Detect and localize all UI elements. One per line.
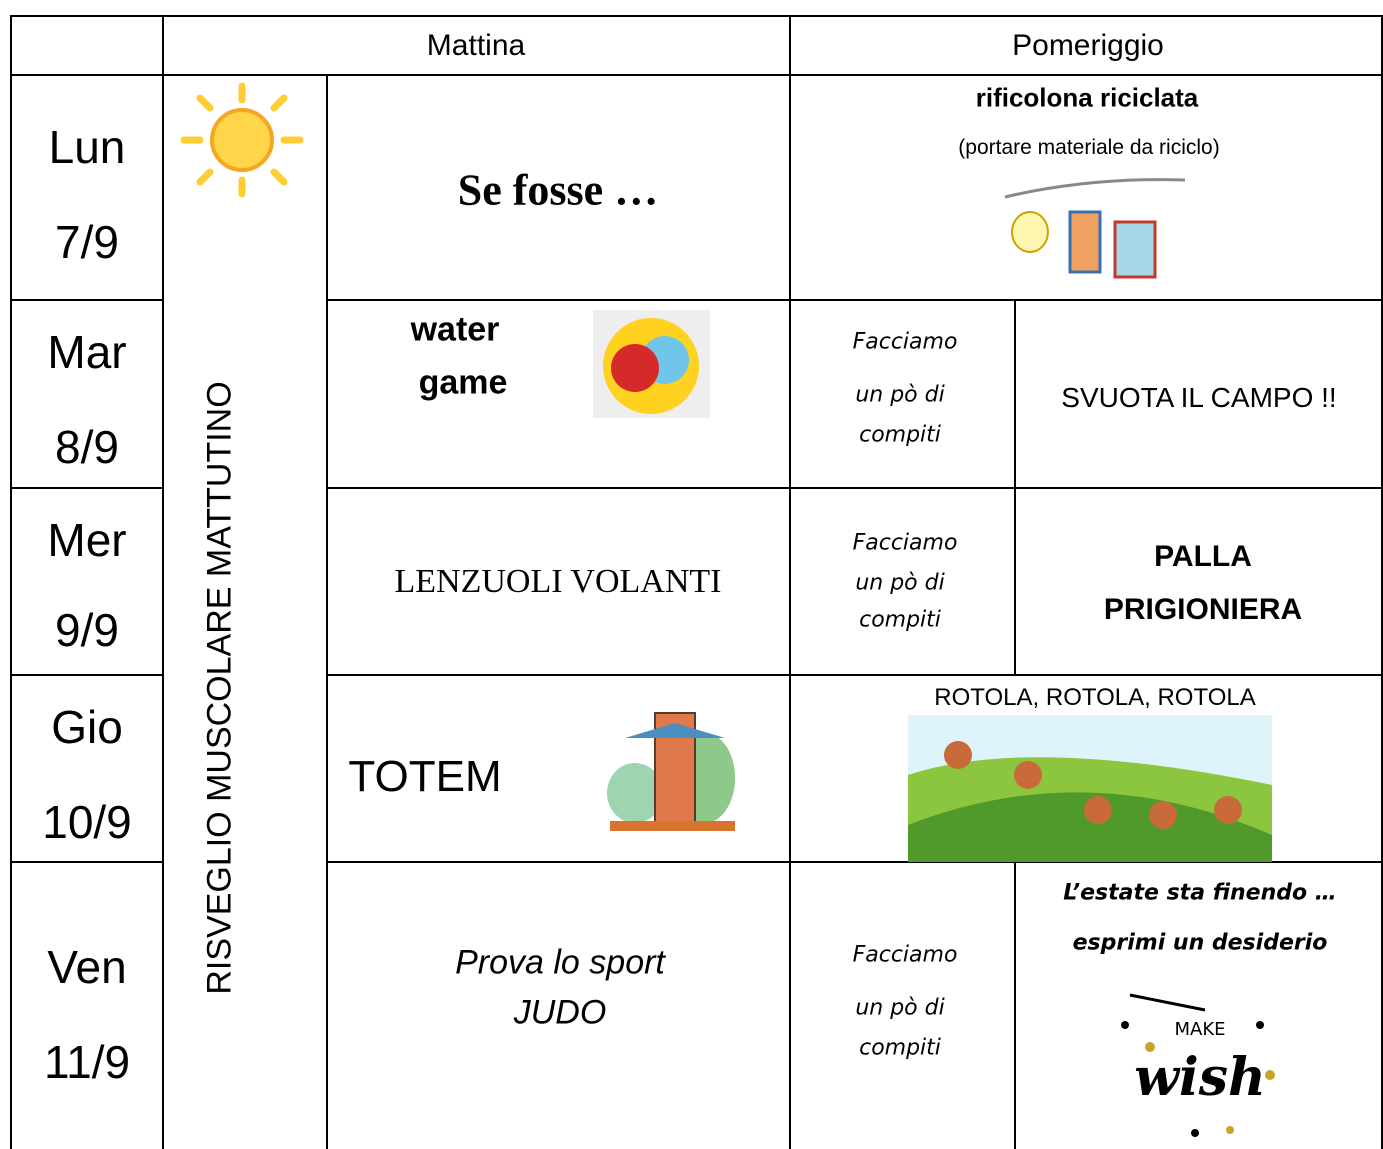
rolling-kids-image bbox=[908, 715, 1272, 862]
image-text: MAKE bbox=[1174, 1019, 1225, 1040]
grid-line bbox=[10, 74, 1383, 76]
header-cell: Pomeriggio bbox=[1012, 29, 1164, 62]
homework: un pò di bbox=[855, 570, 945, 596]
grid-line bbox=[162, 15, 164, 1149]
grid-line bbox=[10, 15, 12, 1149]
activity: rificolona riciclata bbox=[975, 82, 1199, 113]
homework: un pò di bbox=[855, 995, 945, 1021]
grid-line bbox=[326, 75, 328, 1149]
activity: ROTOLA, ROTOLA, ROTOLA bbox=[934, 684, 1256, 711]
activity: water bbox=[410, 310, 500, 349]
totem-icon bbox=[607, 712, 735, 831]
grid-line bbox=[1381, 15, 1383, 1149]
grid-line bbox=[327, 861, 1383, 863]
activity: PRIGIONIERA bbox=[1103, 593, 1303, 626]
wish-image: MAKE wish bbox=[1121, 993, 1275, 1137]
activity-note: (portare materiale da riciclo) bbox=[958, 136, 1220, 159]
homework: un pò di bbox=[855, 382, 945, 408]
homework: compiti bbox=[859, 422, 941, 448]
grid-line bbox=[10, 674, 163, 676]
day: Lun bbox=[48, 121, 126, 173]
date: 8/9 bbox=[55, 421, 119, 473]
date: 10/9 bbox=[42, 796, 132, 848]
activity: PALLA bbox=[1154, 540, 1252, 573]
grid-line bbox=[10, 299, 163, 301]
grid-line bbox=[1014, 862, 1016, 1149]
date: 9/9 bbox=[55, 604, 119, 656]
sun-icon bbox=[180, 82, 304, 198]
grid-line bbox=[10, 861, 163, 863]
homework: Facciamo bbox=[852, 329, 958, 355]
date: 7/9 bbox=[55, 216, 119, 268]
homework: Facciamo bbox=[852, 942, 958, 968]
day: Mar bbox=[47, 326, 127, 378]
grid-line bbox=[327, 674, 1383, 676]
side-label: RISVEGLIO MUSCOLARE MATTUTINO bbox=[200, 381, 239, 995]
activity: game bbox=[418, 363, 508, 402]
balloons-icon bbox=[593, 310, 710, 418]
grid-line bbox=[10, 15, 1383, 17]
grid-line bbox=[789, 15, 791, 1149]
activity: TOTEM bbox=[348, 752, 502, 801]
activity: Se fosse … bbox=[457, 165, 659, 215]
activity: L’estate sta finendo … bbox=[1063, 880, 1337, 906]
day: Ven bbox=[47, 941, 127, 993]
activity: JUDO bbox=[513, 993, 607, 1032]
activity: esprimi un desiderio bbox=[1072, 930, 1328, 956]
grid-line bbox=[327, 299, 1383, 301]
image-text: wish bbox=[1134, 1047, 1266, 1108]
grid-line bbox=[10, 487, 163, 489]
day: Mer bbox=[47, 514, 127, 566]
grid-line bbox=[327, 487, 1383, 489]
homework: compiti bbox=[859, 1035, 941, 1061]
lanterns-icon bbox=[1004, 178, 1186, 279]
date: 11/9 bbox=[43, 1036, 131, 1088]
activity: SVUOTA IL CAMPO !! bbox=[1061, 382, 1337, 413]
header-cell: Mattina bbox=[426, 29, 526, 62]
activity: Prova lo sport bbox=[455, 943, 665, 982]
homework: compiti bbox=[859, 607, 941, 633]
activity: LENZUOLI VOLANTI bbox=[394, 563, 722, 600]
homework: Facciamo bbox=[852, 530, 958, 556]
day: Gio bbox=[51, 701, 123, 753]
